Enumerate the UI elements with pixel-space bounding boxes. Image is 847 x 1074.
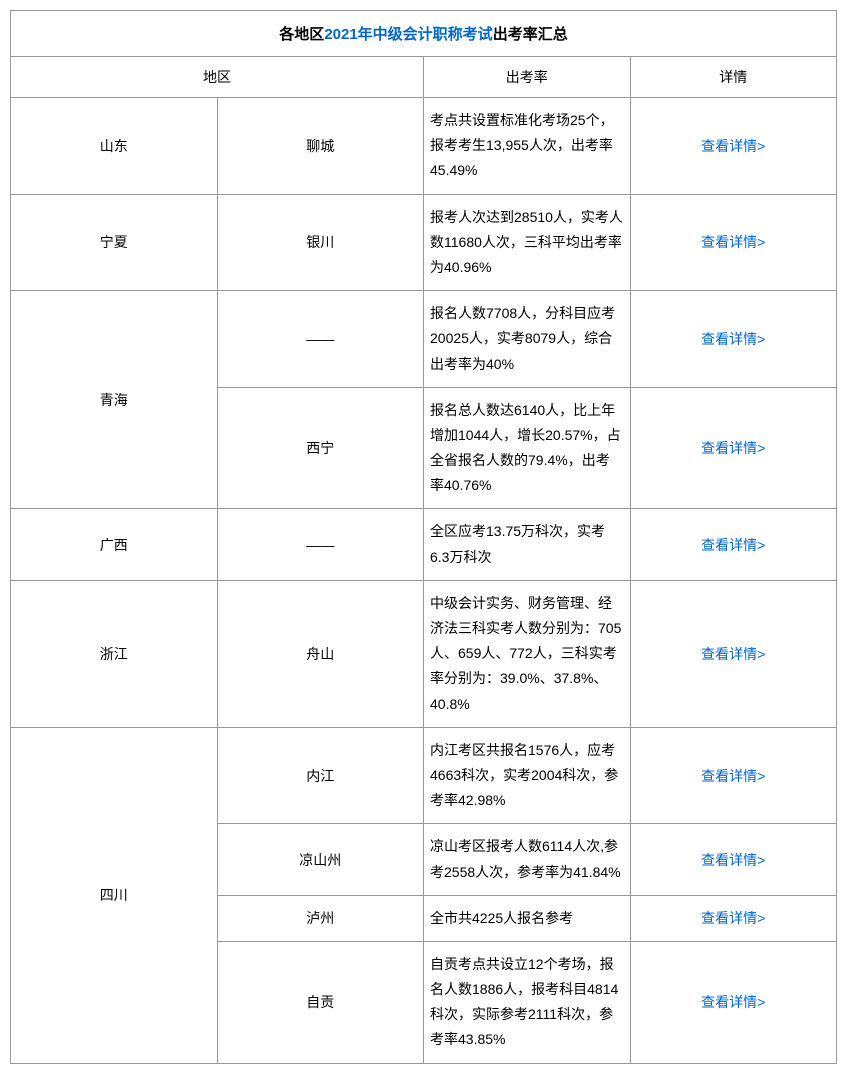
detail-cell: 查看详情> [630, 98, 837, 195]
rate-cell: 全市共4225人报名参考 [424, 895, 631, 941]
detail-link[interactable]: 查看详情> [701, 537, 765, 553]
detail-link[interactable]: 查看详情> [701, 768, 765, 784]
province-cell: 宁夏 [11, 194, 218, 291]
detail-cell: 查看详情> [630, 580, 837, 727]
rate-cell: 全区应考13.75万科次，实考6.3万科次 [424, 509, 631, 580]
table-row: 宁夏银川报考人次达到28510人，实考人数11680人次，三科平均出考率为40.… [11, 194, 837, 291]
province-cell: 山东 [11, 98, 218, 195]
rate-cell: 报名人数7708人，分科目应考20025人，实考8079人，综合出考率为40% [424, 291, 631, 388]
city-cell: 自贡 [217, 941, 424, 1063]
detail-link[interactable]: 查看详情> [701, 646, 765, 662]
rate-cell: 报考人次达到28510人，实考人数11680人次，三科平均出考率为40.96% [424, 194, 631, 291]
city-cell: 凉山州 [217, 824, 424, 895]
detail-link[interactable]: 查看详情> [701, 994, 765, 1010]
detail-cell: 查看详情> [630, 194, 837, 291]
rate-cell: 自贡考点共设立12个考场，报名人数1886人，报考科目4814科次，实际参考21… [424, 941, 631, 1063]
detail-link[interactable]: 查看详情> [701, 138, 765, 154]
rate-cell: 凉山考区报考人数6114人次,参考2558人次，参考率为41.84% [424, 824, 631, 895]
title-suffix: 出考率汇总 [493, 26, 568, 43]
detail-link[interactable]: 查看详情> [701, 234, 765, 250]
province-cell: 广西 [11, 509, 218, 580]
city-cell: 西宁 [217, 387, 424, 509]
detail-cell: 查看详情> [630, 291, 837, 388]
rate-cell: 报名总人数达6140人，比上年增加1044人，增长20.57%，占全省报名人数的… [424, 387, 631, 509]
city-cell: 舟山 [217, 580, 424, 727]
detail-cell: 查看详情> [630, 387, 837, 509]
province-cell: 青海 [11, 291, 218, 509]
detail-link[interactable]: 查看详情> [701, 440, 765, 456]
detail-link[interactable]: 查看详情> [701, 852, 765, 868]
city-cell: —— [217, 509, 424, 580]
province-cell: 浙江 [11, 580, 218, 727]
title-highlight: 2021年中级会计职称考试 [324, 26, 492, 43]
table-row: 四川内江内江考区共报名1576人，应考4663科次，实考2004科次，参考率42… [11, 727, 837, 824]
city-cell: 泸州 [217, 895, 424, 941]
rate-cell: 内江考区共报名1576人，应考4663科次，实考2004科次，参考率42.98% [424, 727, 631, 824]
rate-cell: 考点共设置标准化考场25个，报考考生13,955人次，出考率45.49% [424, 98, 631, 195]
rate-cell: 中级会计实务、财务管理、经济法三科实考人数分别为：705人、659人、772人，… [424, 580, 631, 727]
attendance-rate-table: 各地区2021年中级会计职称考试出考率汇总 地区 出考率 详情 山东聊城考点共设… [10, 10, 837, 1064]
city-cell: 内江 [217, 727, 424, 824]
table-row: 青海——报名人数7708人，分科目应考20025人，实考8079人，综合出考率为… [11, 291, 837, 388]
header-rate: 出考率 [424, 57, 631, 98]
header-detail: 详情 [630, 57, 837, 98]
table-row: 浙江舟山中级会计实务、财务管理、经济法三科实考人数分别为：705人、659人、7… [11, 580, 837, 727]
city-cell: 聊城 [217, 98, 424, 195]
detail-link[interactable]: 查看详情> [701, 910, 765, 926]
detail-cell: 查看详情> [630, 941, 837, 1063]
table-title: 各地区2021年中级会计职称考试出考率汇总 [11, 11, 837, 57]
table-row: 山东聊城考点共设置标准化考场25个，报考考生13,955人次，出考率45.49%… [11, 98, 837, 195]
header-region: 地区 [11, 57, 424, 98]
detail-cell: 查看详情> [630, 824, 837, 895]
table-row: 广西——全区应考13.75万科次，实考6.3万科次 查看详情> [11, 509, 837, 580]
city-cell: —— [217, 291, 424, 388]
detail-cell: 查看详情> [630, 509, 837, 580]
detail-cell: 查看详情> [630, 895, 837, 941]
detail-link[interactable]: 查看详情> [701, 331, 765, 347]
city-cell: 银川 [217, 194, 424, 291]
table-header-row: 地区 出考率 详情 [11, 57, 837, 98]
table-title-row: 各地区2021年中级会计职称考试出考率汇总 [11, 11, 837, 57]
detail-cell: 查看详情> [630, 727, 837, 824]
province-cell: 四川 [11, 727, 218, 1063]
title-prefix: 各地区 [279, 26, 324, 43]
